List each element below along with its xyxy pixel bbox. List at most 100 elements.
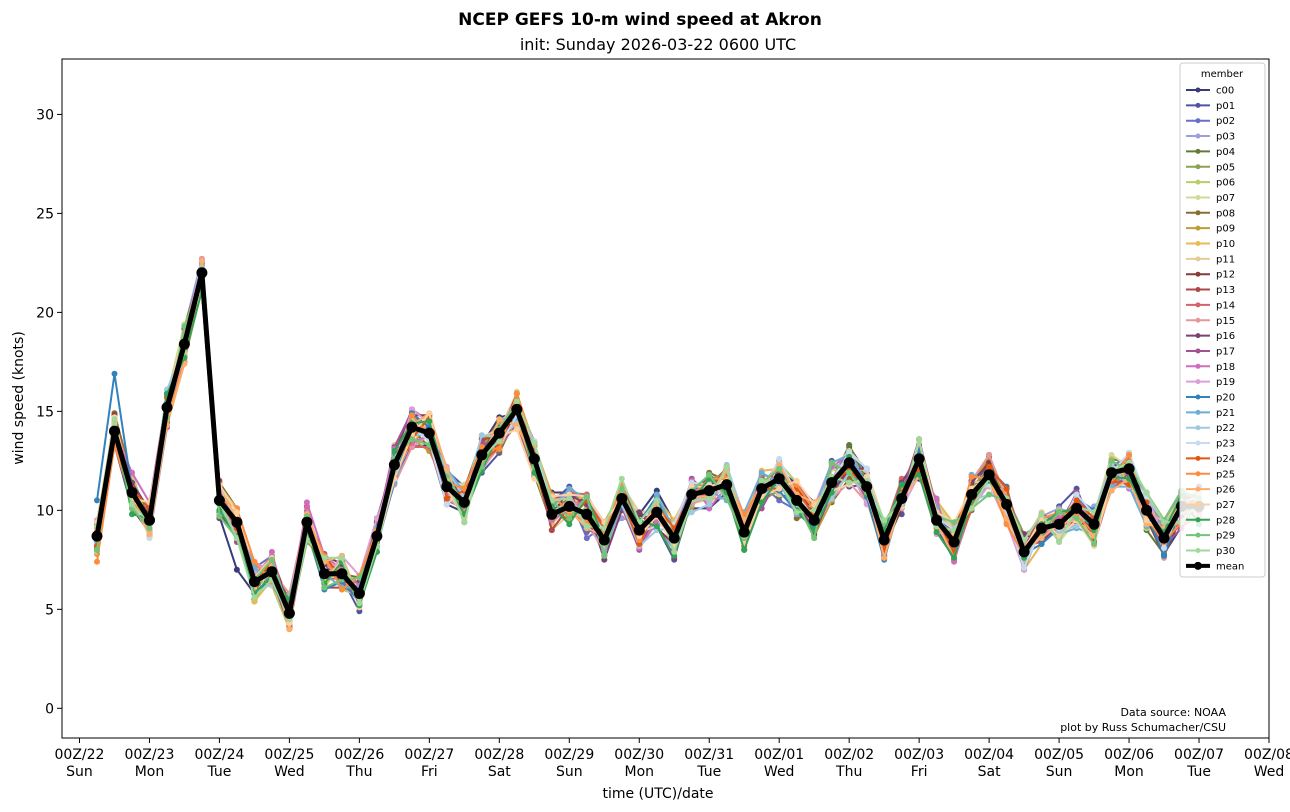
x-tick-day-label: Wed (764, 764, 795, 780)
data-point (1091, 541, 1098, 547)
legend-label: p20 (1216, 393, 1235, 404)
data-point (723, 495, 730, 502)
data-point (146, 525, 153, 532)
legend-entry-p11: p11 (1186, 254, 1235, 265)
legend-swatch-marker (1195, 440, 1201, 446)
x-tick-label: 00Z/23 (124, 747, 174, 763)
data-point (583, 493, 590, 500)
mean-data-point (423, 427, 435, 439)
data-point (1126, 451, 1133, 458)
legend-label: p21 (1216, 408, 1235, 419)
data-point (268, 548, 275, 555)
series-line-p30 (96, 267, 1200, 621)
legend-entry-p30: p30 (1186, 546, 1235, 557)
data-point (321, 584, 328, 591)
legend-label: p04 (1216, 147, 1235, 158)
legend-label: p03 (1216, 132, 1235, 143)
data-point (548, 527, 555, 534)
mean-data-point (476, 449, 488, 461)
legend-swatch-marker (1195, 394, 1201, 400)
legend-swatch-marker (1195, 363, 1201, 369)
x-axis: 00Z/22Sun00Z/23Mon00Z/24Tue00Z/25Wed00Z/… (55, 738, 1290, 780)
legend-label: p24 (1216, 454, 1235, 465)
x-tick-label: 00Z/07 (1174, 747, 1224, 763)
legend-label: p19 (1216, 377, 1235, 388)
legend-entry-p09: p09 (1186, 224, 1235, 235)
data-point (688, 509, 695, 516)
mean-data-point (231, 516, 243, 528)
data-point (111, 370, 118, 377)
x-tick-day-label: Mon (135, 764, 165, 780)
mean-data-point (178, 338, 190, 350)
data-point (758, 469, 765, 476)
data-point (583, 523, 590, 530)
x-tick-label: 00Z/30 (614, 747, 664, 763)
legend-label: p09 (1216, 224, 1235, 235)
legend-swatch-marker (1195, 379, 1201, 385)
mean-data-point (1018, 546, 1030, 558)
mean-data-point (1123, 463, 1135, 475)
data-point (94, 546, 100, 553)
data-point (951, 554, 958, 561)
mean-data-point (913, 453, 925, 465)
mean-data-point (458, 496, 470, 508)
data-point (1038, 541, 1045, 547)
data-point (653, 523, 660, 530)
data-point (793, 509, 800, 516)
mean-data-point (371, 530, 383, 542)
legend-title: member (1201, 69, 1244, 80)
legend-label: p30 (1216, 546, 1235, 557)
data-point (1056, 509, 1063, 516)
legend-label: p10 (1216, 239, 1235, 250)
mean-data-point (1141, 504, 1153, 516)
mean-data-point (983, 469, 995, 481)
mean-data-point (651, 506, 663, 518)
mean-data-point (406, 421, 418, 433)
mean-data-point (1053, 518, 1065, 530)
data-point (758, 499, 765, 506)
mean-data-point (721, 479, 733, 491)
legend-entry-p29: p29 (1186, 531, 1235, 542)
data-point (356, 574, 363, 581)
legend-swatch-marker (1195, 486, 1201, 492)
x-tick-day-label: Sat (488, 764, 511, 780)
legend-entry-p18: p18 (1186, 362, 1235, 373)
data-point (1038, 511, 1045, 518)
legend-entry-p17: p17 (1186, 346, 1235, 357)
data-point (1056, 539, 1063, 545)
data-point (111, 416, 118, 423)
mean-data-point (581, 508, 593, 520)
data-point (251, 594, 258, 601)
legend-entry-p12: p12 (1186, 270, 1235, 281)
data-point (443, 501, 450, 508)
mean-data-point (1106, 467, 1118, 479)
legend-entry-mean: mean (1186, 561, 1244, 572)
legend-entry-p08: p08 (1186, 208, 1235, 219)
mean-data-point (144, 514, 155, 526)
legend-label: p01 (1216, 101, 1235, 112)
data-point (1073, 497, 1080, 504)
data-point (898, 481, 905, 488)
x-tick-label: 00Z/28 (474, 747, 524, 763)
data-point (94, 558, 100, 565)
mean-data-point (248, 576, 260, 588)
data-point (443, 465, 450, 472)
legend-label: p26 (1216, 485, 1235, 496)
legend-swatch-marker (1195, 532, 1201, 538)
data-point (443, 495, 450, 502)
mean-data-point (756, 483, 768, 495)
data-point (566, 515, 573, 522)
mean-data-point (161, 401, 173, 413)
legend-swatch-marker (1195, 241, 1201, 246)
data-point (1143, 517, 1150, 524)
data-point (321, 554, 328, 561)
chart-title: NCEP GEFS 10-m wind speed at Akron (458, 10, 822, 30)
y-tick-label: 25 (36, 206, 54, 222)
legend-swatch-marker (1195, 194, 1201, 200)
data-point (1073, 523, 1080, 530)
x-tick-label: 00Z/04 (964, 747, 1014, 763)
x-tick-day-label: Sun (556, 764, 583, 780)
x-axis-label: time (UTC)/date (602, 786, 713, 802)
legend-label: p25 (1216, 469, 1235, 480)
